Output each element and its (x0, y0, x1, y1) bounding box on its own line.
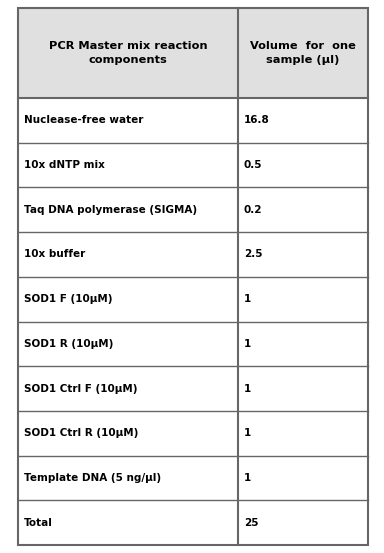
Text: 2.5: 2.5 (244, 249, 262, 259)
Text: Nuclease-free water: Nuclease-free water (24, 116, 143, 126)
Text: SOD1 F (10μM): SOD1 F (10μM) (24, 294, 113, 304)
Bar (18, 8, 368, 98)
Text: 10x buffer: 10x buffer (24, 249, 85, 259)
Text: 16.8: 16.8 (244, 116, 270, 126)
Text: SOD1 R (10μM): SOD1 R (10μM) (24, 339, 113, 349)
Bar (18, 98, 368, 545)
Text: 1: 1 (244, 294, 251, 304)
Text: SOD1 Ctrl F (10μM): SOD1 Ctrl F (10μM) (24, 384, 137, 394)
Text: 1: 1 (244, 473, 251, 483)
Text: 10x dNTP mix: 10x dNTP mix (24, 160, 105, 170)
Text: 1: 1 (244, 339, 251, 349)
Text: 25: 25 (244, 518, 258, 528)
Text: 0.2: 0.2 (244, 205, 262, 215)
Text: Taq DNA polymerase (SIGMA): Taq DNA polymerase (SIGMA) (24, 205, 197, 215)
Text: 1: 1 (244, 384, 251, 394)
Text: Total: Total (24, 518, 53, 528)
Text: 1: 1 (244, 428, 251, 438)
Text: SOD1 Ctrl R (10μM): SOD1 Ctrl R (10μM) (24, 428, 138, 438)
Text: Volume  for  one
sample (μl): Volume for one sample (μl) (250, 40, 356, 65)
Text: 0.5: 0.5 (244, 160, 262, 170)
Text: Template DNA (5 ng/μl): Template DNA (5 ng/μl) (24, 473, 161, 483)
Text: PCR Master mix reaction
components: PCR Master mix reaction components (49, 40, 207, 65)
